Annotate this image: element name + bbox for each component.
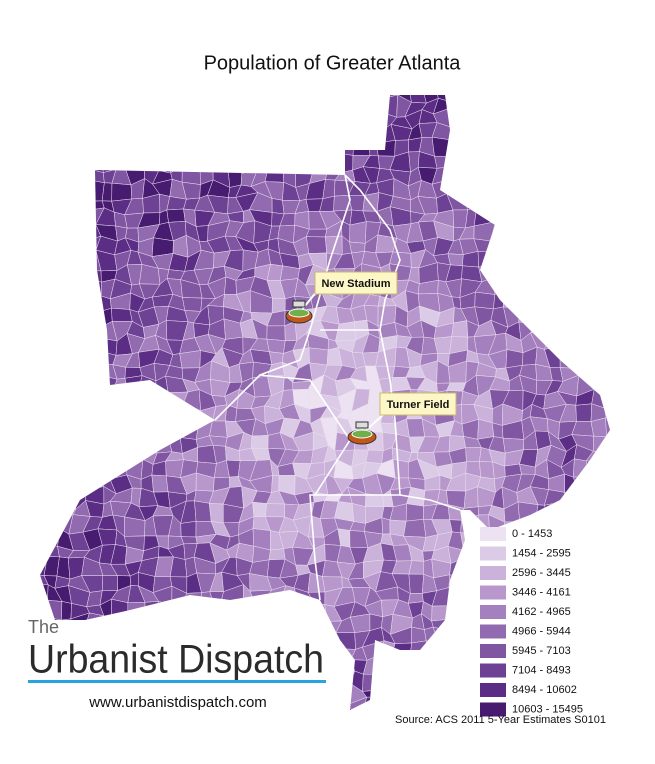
tract xyxy=(392,458,409,479)
tract xyxy=(325,235,343,255)
tract xyxy=(352,503,366,524)
tract xyxy=(491,422,504,439)
tract xyxy=(182,297,203,312)
legend-swatch xyxy=(480,605,506,619)
tract xyxy=(111,307,133,322)
logo-underline xyxy=(28,680,326,683)
tract xyxy=(365,449,384,464)
tract xyxy=(575,403,592,422)
legend-swatch xyxy=(480,624,506,639)
legend-swatch xyxy=(480,644,506,658)
tract xyxy=(474,291,496,310)
tract xyxy=(465,447,482,463)
tract xyxy=(166,196,187,211)
callout-pointer xyxy=(363,413,385,433)
tract xyxy=(479,461,495,480)
site-url: www.urbanistdispatch.com xyxy=(88,694,267,711)
legend-swatch xyxy=(480,546,506,561)
tract xyxy=(180,536,198,545)
legend-label: 1454 - 2595 xyxy=(512,547,571,559)
tract xyxy=(61,601,72,621)
tract xyxy=(265,503,285,518)
tract xyxy=(268,548,286,561)
tract xyxy=(124,516,146,537)
tract xyxy=(403,519,427,538)
tract xyxy=(266,338,286,354)
legend-swatch xyxy=(480,527,506,541)
legend-swatch xyxy=(480,663,506,678)
tract xyxy=(56,556,71,580)
tract xyxy=(306,228,328,238)
stadium-icon xyxy=(285,300,313,324)
tract xyxy=(151,474,169,493)
legend-label: 10603 - 15495 xyxy=(512,703,583,715)
legend-swatch xyxy=(480,683,506,697)
tract xyxy=(306,236,327,254)
tract xyxy=(452,209,468,229)
tract xyxy=(271,475,280,493)
legend-label: 0 - 1453 xyxy=(512,528,552,540)
logo-small: The xyxy=(28,617,59,637)
tract xyxy=(251,435,269,449)
legend-swatch xyxy=(480,566,506,580)
legend-swatch xyxy=(480,702,506,717)
callout-label: Turner Field xyxy=(387,399,450,411)
tract xyxy=(389,519,407,537)
legend-label: 4162 - 4965 xyxy=(512,606,571,618)
county-borders xyxy=(214,174,461,601)
tract xyxy=(447,253,464,267)
tract xyxy=(166,208,186,223)
callout-box xyxy=(314,271,398,295)
tract xyxy=(405,503,424,522)
legend-label: 5945 - 7103 xyxy=(512,645,571,657)
callout-box xyxy=(379,392,457,416)
tract xyxy=(266,325,286,341)
tract xyxy=(194,500,212,522)
map-title: Population of Greater Atlanta xyxy=(204,52,462,74)
tract xyxy=(406,418,426,438)
tract xyxy=(362,192,380,212)
county-border xyxy=(259,374,351,496)
tract xyxy=(102,575,118,591)
legend: 0 - 1453 1454 - 2595 2596 - 3445 3446 - 416… xyxy=(480,527,583,717)
stadium-icon xyxy=(347,421,377,445)
tract xyxy=(451,320,469,338)
legend-label: 7104 - 8493 xyxy=(512,664,571,676)
tract xyxy=(252,501,268,517)
legend-label: 3446 - 4161 xyxy=(512,586,571,598)
tract xyxy=(308,347,329,366)
tract xyxy=(505,349,524,369)
tract xyxy=(180,520,197,538)
tract xyxy=(179,350,201,369)
tract xyxy=(279,265,300,281)
source-note: Source: ACS 2011 5-Year Estimates S0101 xyxy=(395,714,606,726)
county-border xyxy=(399,494,461,511)
tract xyxy=(208,503,224,524)
legend-label: 2596 - 3445 xyxy=(512,567,571,579)
callout-label: New Stadium xyxy=(321,278,390,290)
tract xyxy=(381,517,391,535)
legend-label: 8494 - 10602 xyxy=(512,684,577,696)
logo-main: Urbanist Dispatch xyxy=(28,638,324,682)
tract xyxy=(408,573,424,594)
tract xyxy=(111,182,133,202)
tract xyxy=(349,221,367,244)
legend-swatch xyxy=(480,585,506,600)
tract xyxy=(209,420,228,438)
legend-label: 4966 - 5944 xyxy=(512,625,571,637)
